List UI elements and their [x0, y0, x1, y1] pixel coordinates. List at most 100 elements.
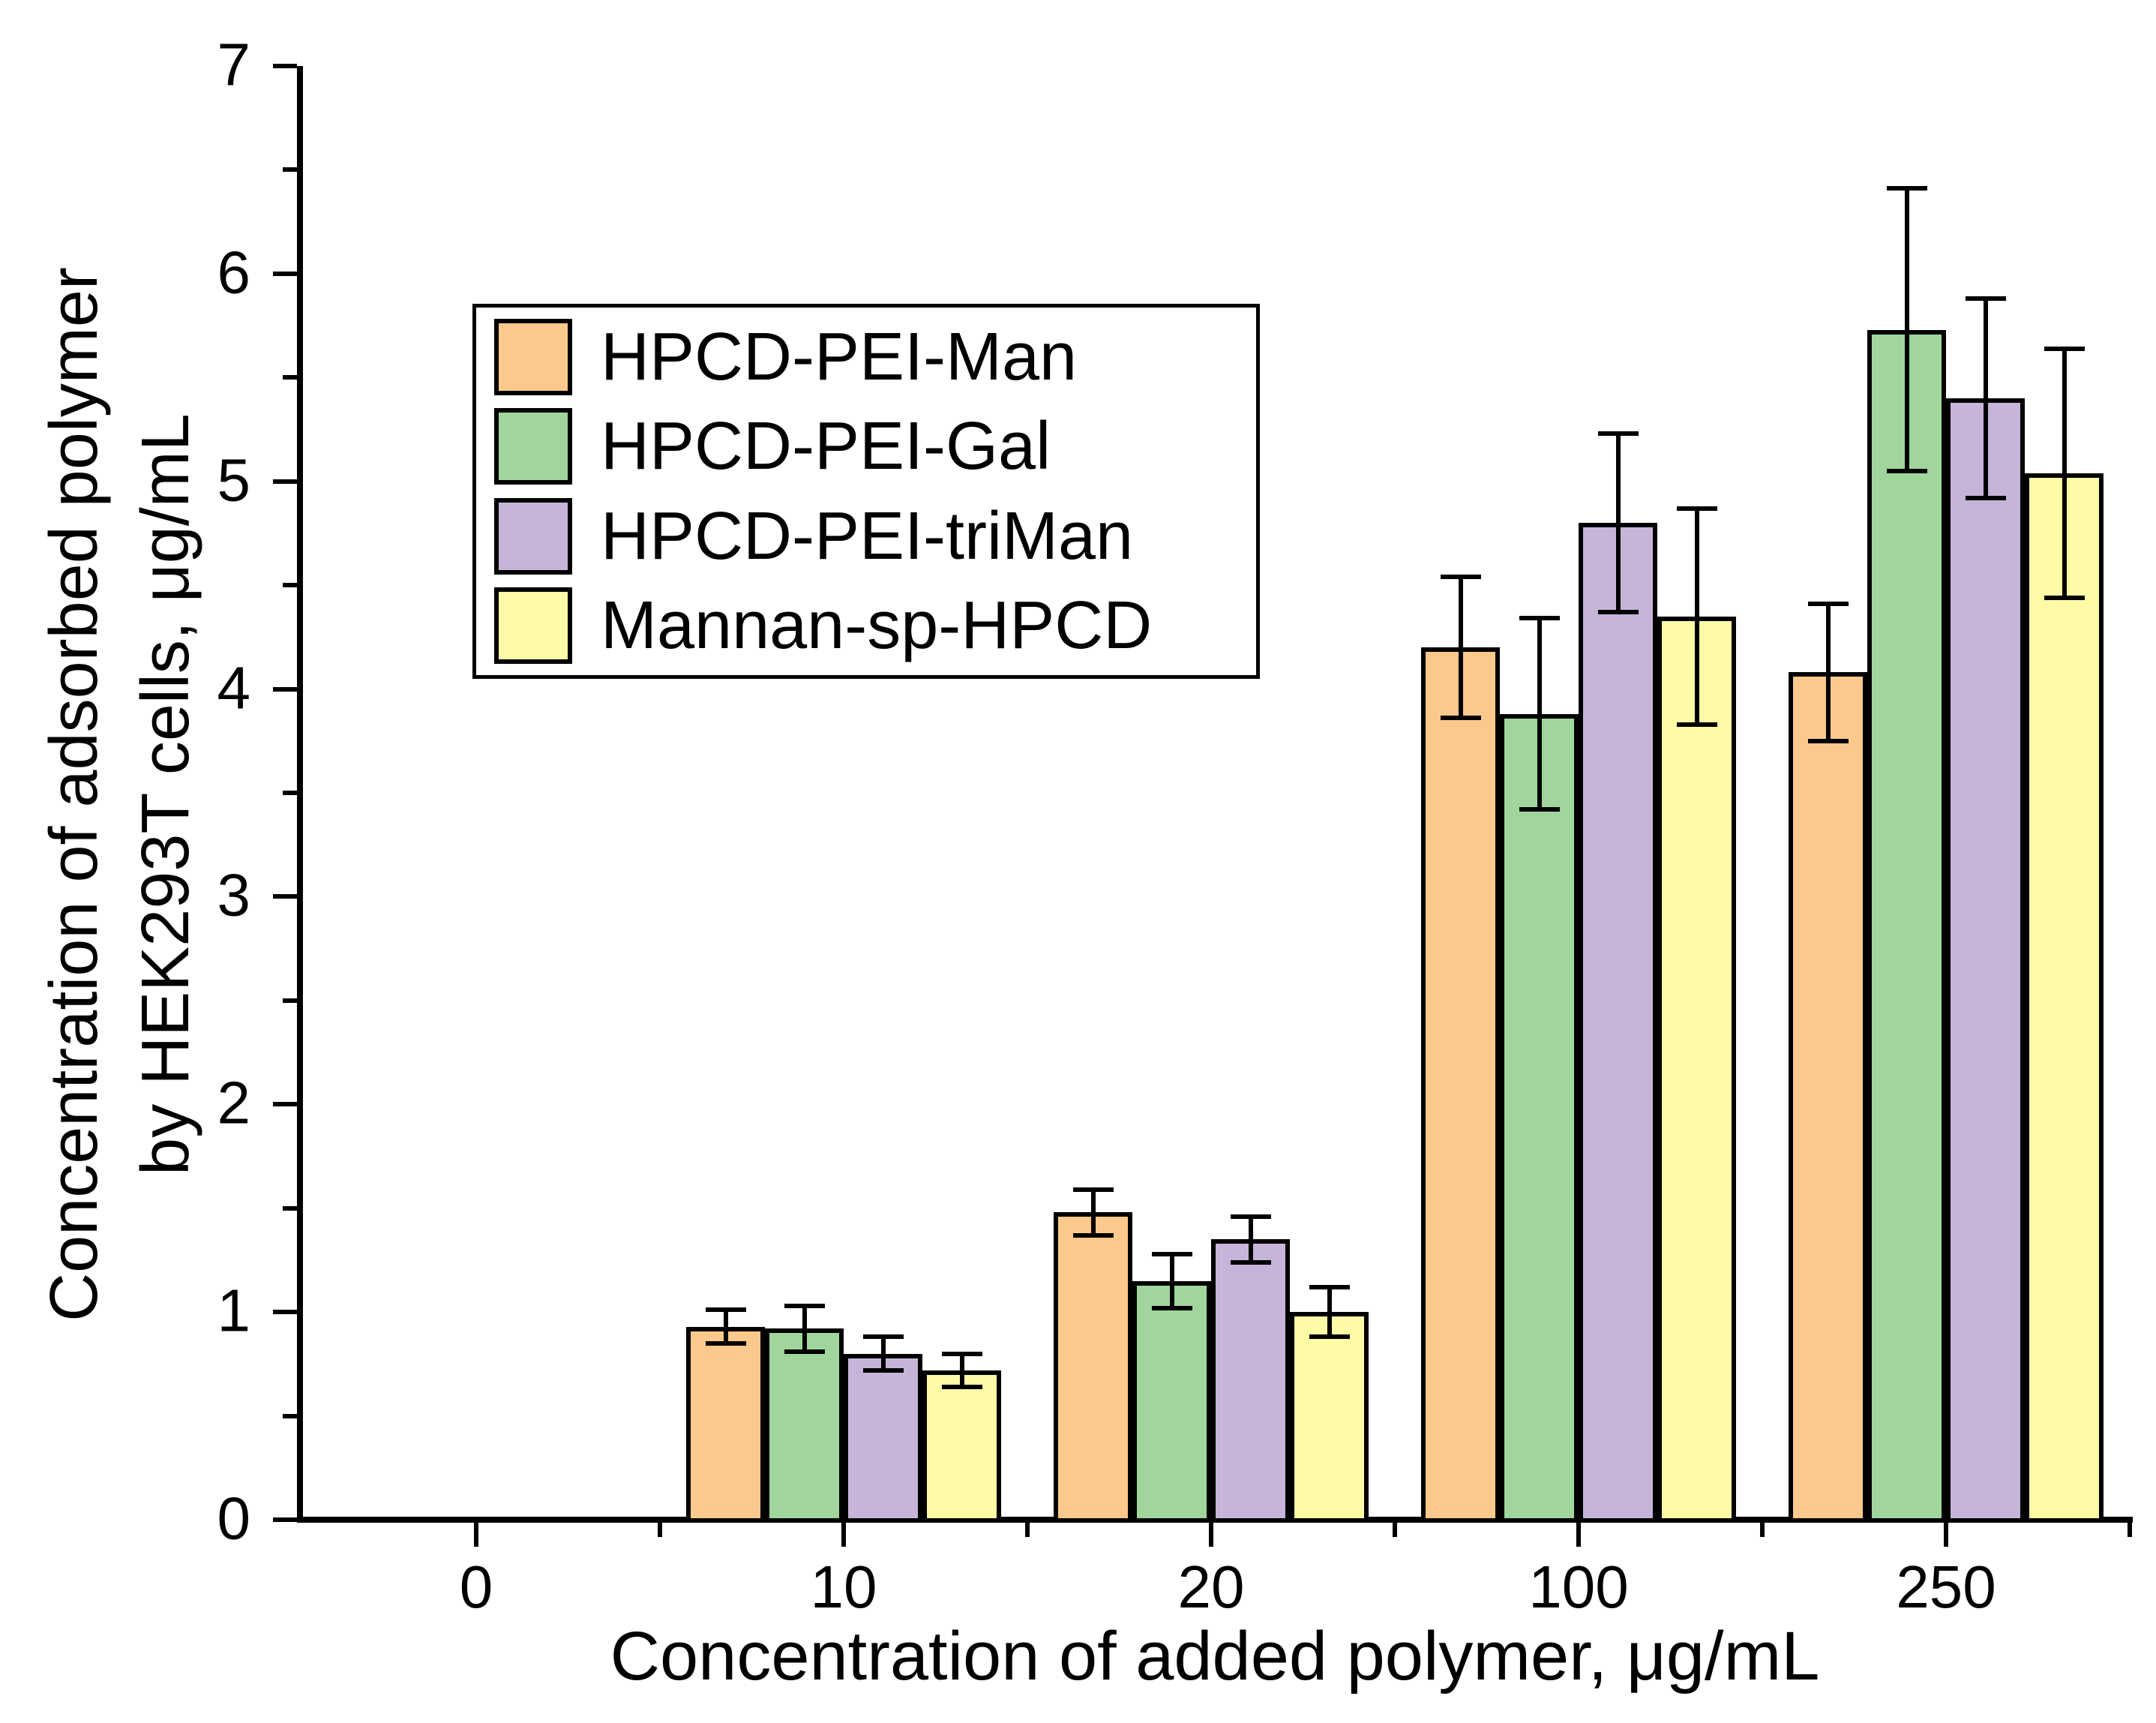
y-minor-tick [283, 375, 297, 380]
error-cap-bottom-hpcd-pei-triman-10 [862, 1367, 904, 1373]
error-cap-bottom-mannan-sp-hpcd-20 [1309, 1334, 1350, 1340]
error-cap-bottom-hpcd-pei-man-10 [705, 1340, 746, 1346]
bar-hpcd-pei-gal-100 [1500, 713, 1579, 1523]
x-tick-label: 100 [1528, 1553, 1629, 1620]
error-bar-hpcd-pei-man-250 [1825, 604, 1831, 741]
error-bar-hpcd-pei-gal-10 [802, 1305, 807, 1352]
y-minor-tick [283, 791, 297, 795]
y-minor-tick [283, 583, 297, 588]
error-cap-bottom-hpcd-pei-triman-100 [1597, 610, 1639, 615]
legend-label-hpcd-pei-gal: HPCD-PEI-Gal [601, 409, 1051, 485]
error-cap-bottom-hpcd-pei-man-100 [1440, 716, 1481, 721]
error-bar-hpcd-pei-triman-10 [880, 1337, 886, 1370]
bar-hpcd-pei-gal-20 [1132, 1280, 1211, 1523]
x-minor-tick [658, 1523, 662, 1537]
y-minor-tick [283, 1205, 297, 1211]
error-cap-top-hpcd-pei-man-20 [1072, 1187, 1114, 1192]
error-cap-top-hpcd-pei-triman-10 [862, 1334, 904, 1340]
y-major-tick [273, 894, 297, 899]
error-cap-bottom-mannan-sp-hpcd-100 [1676, 722, 1717, 727]
y-major-tick [273, 64, 297, 68]
x-minor-tick [2128, 1523, 2132, 1537]
legend-row-hpcd-pei-gal: HPCD-PEI-Gal [494, 407, 1256, 485]
error-cap-top-hpcd-pei-man-250 [1807, 602, 1849, 607]
bar-hpcd-pei-man-100 [1421, 647, 1500, 1523]
y-major-tick [273, 1102, 297, 1107]
error-cap-top-hpcd-pei-gal-20 [1151, 1251, 1192, 1256]
error-cap-top-mannan-sp-hpcd-100 [1676, 506, 1717, 511]
legend-swatch-hpcd-pei-gal [494, 408, 572, 485]
x-tick-label: 250 [1896, 1553, 1996, 1620]
error-cap-top-hpcd-pei-gal-250 [1886, 186, 1927, 191]
error-cap-bottom-hpcd-pei-man-250 [1807, 738, 1849, 743]
x-minor-tick [1393, 1523, 1397, 1537]
x-tick-label: 10 [810, 1553, 877, 1620]
error-bar-mannan-sp-hpcd-10 [959, 1353, 964, 1387]
error-bar-mannan-sp-hpcd-20 [1327, 1286, 1332, 1337]
y-major-tick [273, 271, 297, 276]
error-cap-top-hpcd-pei-triman-20 [1230, 1214, 1271, 1219]
error-bar-hpcd-pei-man-20 [1090, 1189, 1096, 1235]
error-cap-bottom-hpcd-pei-gal-100 [1519, 807, 1560, 812]
legend-swatch-mannan-sp-hpcd [494, 587, 572, 664]
bar-hpcd-pei-triman-100 [1579, 523, 1657, 1523]
bar-hpcd-pei-triman-250 [1946, 398, 2025, 1523]
error-bar-hpcd-pei-triman-250 [1983, 299, 1988, 498]
x-major-tick [841, 1523, 846, 1547]
error-bar-hpcd-pei-man-100 [1458, 577, 1463, 719]
error-bar-hpcd-pei-triman-100 [1615, 434, 1621, 613]
y-major-tick [273, 686, 297, 692]
bar-hpcd-pei-triman-10 [844, 1353, 922, 1523]
bar-mannan-sp-hpcd-10 [922, 1370, 1001, 1523]
legend-row-hpcd-pei-man: HPCD-PEI-Man [494, 318, 1256, 396]
y-tick-label: 0 [217, 1484, 251, 1552]
y-tick-label: 2 [217, 1069, 251, 1136]
error-cap-top-mannan-sp-hpcd-250 [2044, 346, 2085, 351]
bar-mannan-sp-hpcd-20 [1290, 1312, 1369, 1523]
error-cap-bottom-hpcd-pei-triman-250 [1965, 495, 2006, 500]
y-tick-label: 1 [217, 1277, 251, 1344]
error-cap-bottom-hpcd-pei-man-20 [1072, 1232, 1114, 1238]
x-major-tick [1944, 1523, 1948, 1547]
error-cap-bottom-mannan-sp-hpcd-10 [941, 1384, 982, 1389]
error-bar-hpcd-pei-gal-250 [1904, 188, 1909, 471]
y-tick-label: 5 [217, 446, 251, 514]
error-cap-bottom-mannan-sp-hpcd-250 [2044, 595, 2085, 600]
legend-label-hpcd-pei-triman: HPCD-PEI-triMan [601, 498, 1134, 574]
error-cap-bottom-hpcd-pei-gal-20 [1151, 1305, 1192, 1310]
bar-hpcd-pei-gal-250 [1867, 329, 1946, 1523]
legend-swatch-hpcd-pei-man [494, 319, 572, 395]
bar-hpcd-pei-man-250 [1789, 672, 1867, 1523]
y-minor-tick [283, 998, 297, 1003]
error-cap-top-hpcd-pei-triman-250 [1965, 296, 2006, 302]
x-tick-label: 0 [459, 1553, 493, 1620]
legend-row-mannan-sp-hpcd: Mannan-sp-HPCD [494, 587, 1256, 665]
legend-row-hpcd-pei-triman: HPCD-PEI-triMan [494, 497, 1256, 575]
bar-hpcd-pei-man-10 [686, 1326, 765, 1523]
error-cap-top-mannan-sp-hpcd-10 [941, 1351, 982, 1356]
x-tick-label: 20 [1177, 1553, 1245, 1620]
bar-hpcd-pei-gal-10 [765, 1328, 844, 1523]
legend-swatch-hpcd-pei-triman [494, 497, 572, 575]
error-cap-top-mannan-sp-hpcd-20 [1309, 1284, 1350, 1289]
y-tick-label: 6 [217, 239, 251, 306]
x-major-tick [1209, 1523, 1213, 1547]
error-cap-bottom-hpcd-pei-gal-10 [784, 1349, 825, 1354]
y-minor-tick [283, 167, 297, 173]
y-axis-line [297, 66, 303, 1523]
error-cap-top-hpcd-pei-gal-10 [784, 1303, 825, 1308]
y-major-tick [273, 479, 297, 484]
error-bar-mannan-sp-hpcd-250 [2062, 348, 2067, 598]
y-tick-label: 4 [217, 653, 251, 721]
x-major-tick [474, 1523, 478, 1547]
x-minor-tick [1760, 1523, 1765, 1537]
error-cap-bottom-hpcd-pei-triman-20 [1230, 1259, 1271, 1265]
y-tick-label: 3 [217, 861, 251, 929]
bar-hpcd-pei-man-20 [1054, 1212, 1132, 1523]
error-bar-hpcd-pei-triman-20 [1248, 1216, 1253, 1262]
error-bar-hpcd-pei-man-10 [723, 1310, 728, 1343]
legend: HPCD-PEI-Man HPCD-PEI-Gal HPCD-PEI-triMan M… [472, 304, 1260, 679]
error-bar-mannan-sp-hpcd-100 [1694, 508, 1699, 725]
error-cap-top-hpcd-pei-man-100 [1440, 575, 1481, 580]
